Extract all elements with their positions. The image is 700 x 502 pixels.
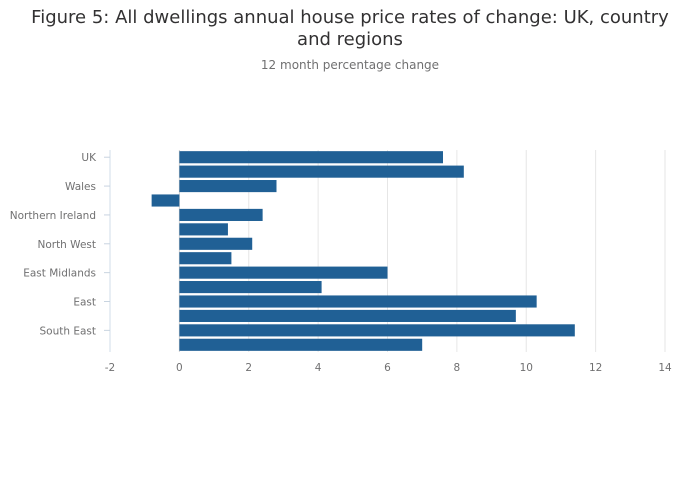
bar[interactable] (179, 223, 228, 236)
y-tick-label: East (73, 297, 96, 309)
x-tick-label: 10 (520, 362, 533, 374)
y-axis: UK Wales Northern Ireland North West East Mi… (10, 150, 111, 352)
bar[interactable] (179, 309, 516, 322)
y-tick-label: Wales (65, 181, 96, 193)
bar[interactable] (179, 338, 423, 351)
x-tick-label: 4 (315, 362, 322, 374)
x-axis: -2 0 2 4 6 8 10 12 14 (105, 362, 672, 374)
chart-title: Figure 5: All dwellings annual house pri… (31, 7, 669, 50)
bar[interactable] (179, 237, 253, 250)
x-tick-label: 8 (454, 362, 461, 374)
bar[interactable] (179, 208, 263, 221)
bars (151, 151, 575, 351)
bar[interactable] (179, 151, 443, 164)
y-tick-label: Northern Ireland (10, 210, 96, 222)
y-tick-label: South East (39, 325, 96, 337)
bar[interactable] (179, 295, 537, 308)
x-tick-label: 12 (589, 362, 602, 374)
bar[interactable] (179, 252, 232, 265)
x-tick-label: 14 (658, 362, 672, 374)
bar[interactable] (179, 180, 277, 193)
bar[interactable] (179, 281, 322, 294)
bar[interactable] (179, 266, 388, 279)
y-tick-label: North West (37, 239, 96, 251)
bar[interactable] (179, 165, 464, 178)
x-tick-label: 0 (176, 362, 183, 374)
y-tick-label: UK (81, 152, 97, 164)
bar[interactable] (179, 324, 575, 337)
bar[interactable] (151, 194, 180, 207)
chart-subtitle: 12 month percentage change (260, 58, 440, 72)
y-tick-label: East Midlands (23, 268, 96, 280)
x-tick-label: -2 (105, 362, 115, 374)
x-tick-label: 6 (384, 362, 391, 374)
x-tick-label: 2 (245, 362, 252, 374)
